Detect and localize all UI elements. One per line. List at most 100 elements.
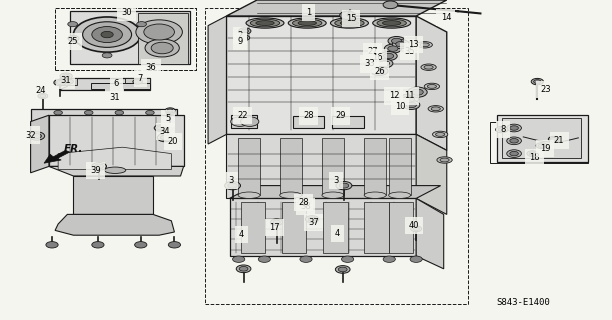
Polygon shape — [60, 78, 150, 90]
Circle shape — [336, 181, 352, 190]
Bar — [55, 8, 196, 70]
Circle shape — [32, 133, 42, 139]
Text: 23: 23 — [540, 85, 551, 94]
Polygon shape — [31, 109, 177, 122]
Text: 10: 10 — [395, 102, 405, 111]
Circle shape — [308, 217, 316, 221]
Circle shape — [531, 78, 543, 85]
Polygon shape — [70, 11, 190, 64]
Circle shape — [154, 125, 166, 131]
Circle shape — [341, 256, 354, 262]
Circle shape — [529, 152, 536, 155]
Bar — [55, 8, 196, 70]
Circle shape — [83, 22, 132, 47]
Ellipse shape — [421, 64, 436, 70]
Text: 25: 25 — [67, 37, 78, 46]
Polygon shape — [226, 16, 416, 134]
Text: 40: 40 — [409, 221, 419, 230]
Polygon shape — [231, 115, 257, 128]
Text: 18: 18 — [529, 153, 540, 162]
Ellipse shape — [377, 19, 406, 27]
Circle shape — [168, 242, 181, 248]
Circle shape — [510, 139, 518, 143]
Circle shape — [167, 109, 173, 112]
Circle shape — [115, 110, 124, 115]
Circle shape — [534, 80, 541, 84]
Polygon shape — [60, 78, 76, 85]
Text: 1: 1 — [306, 8, 312, 17]
Circle shape — [383, 256, 395, 262]
Circle shape — [54, 79, 66, 86]
Ellipse shape — [340, 20, 359, 25]
Circle shape — [338, 267, 347, 272]
Text: 38: 38 — [300, 202, 311, 211]
Circle shape — [135, 242, 147, 248]
Ellipse shape — [288, 18, 326, 28]
Ellipse shape — [382, 20, 401, 25]
Circle shape — [144, 24, 174, 40]
Text: 36: 36 — [146, 63, 157, 72]
Circle shape — [539, 144, 545, 147]
Ellipse shape — [440, 158, 449, 162]
Text: 12: 12 — [389, 92, 399, 100]
Circle shape — [133, 79, 143, 84]
Circle shape — [40, 94, 46, 98]
Circle shape — [527, 151, 538, 156]
Circle shape — [236, 265, 251, 273]
Text: 6: 6 — [114, 79, 119, 88]
Polygon shape — [58, 147, 171, 170]
Text: 3: 3 — [334, 176, 339, 185]
Text: 39: 39 — [91, 166, 101, 175]
Circle shape — [507, 150, 521, 157]
Circle shape — [146, 110, 154, 115]
Circle shape — [410, 256, 422, 262]
Polygon shape — [208, 16, 226, 144]
Circle shape — [392, 40, 409, 49]
Ellipse shape — [431, 107, 441, 111]
Circle shape — [231, 117, 249, 126]
Circle shape — [335, 266, 350, 273]
Polygon shape — [230, 186, 441, 198]
Polygon shape — [241, 202, 265, 253]
Circle shape — [151, 42, 173, 54]
Circle shape — [68, 36, 79, 41]
Circle shape — [56, 81, 64, 84]
Ellipse shape — [250, 19, 280, 27]
Polygon shape — [91, 83, 150, 89]
Polygon shape — [389, 138, 411, 195]
Circle shape — [399, 94, 419, 104]
Circle shape — [165, 108, 175, 113]
Circle shape — [408, 87, 427, 97]
Ellipse shape — [437, 157, 452, 163]
Circle shape — [70, 37, 76, 40]
Text: 31: 31 — [60, 76, 70, 85]
Circle shape — [136, 20, 182, 44]
Circle shape — [298, 198, 312, 205]
Text: 4: 4 — [335, 229, 340, 238]
Polygon shape — [60, 75, 67, 90]
Polygon shape — [416, 134, 447, 214]
Polygon shape — [364, 138, 386, 195]
Ellipse shape — [238, 192, 260, 198]
Text: 7: 7 — [138, 74, 143, 83]
Polygon shape — [31, 115, 49, 173]
Text: 35: 35 — [404, 47, 414, 56]
Circle shape — [242, 36, 248, 39]
Circle shape — [305, 216, 319, 223]
Text: 2: 2 — [237, 31, 243, 40]
Circle shape — [92, 242, 104, 248]
Polygon shape — [416, 16, 447, 150]
Text: 37: 37 — [308, 218, 319, 227]
Ellipse shape — [330, 18, 368, 28]
Circle shape — [92, 163, 106, 170]
Ellipse shape — [433, 131, 448, 138]
Bar — [490, 122, 588, 163]
Circle shape — [166, 110, 174, 115]
Circle shape — [406, 102, 416, 108]
Text: 34: 34 — [160, 127, 170, 136]
Circle shape — [233, 256, 245, 262]
Circle shape — [388, 36, 405, 45]
Ellipse shape — [104, 167, 126, 173]
Polygon shape — [238, 138, 260, 195]
Circle shape — [68, 22, 78, 27]
